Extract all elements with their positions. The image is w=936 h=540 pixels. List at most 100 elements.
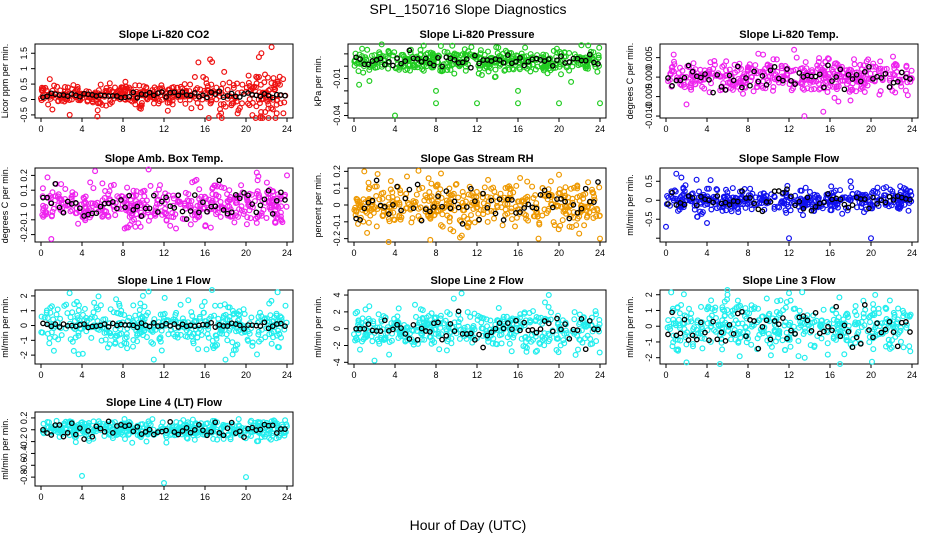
mean-point (361, 205, 368, 212)
mean-point (451, 56, 458, 63)
mean-point (472, 198, 478, 205)
data-point (365, 197, 372, 204)
data-point (208, 81, 215, 88)
data-point (557, 222, 564, 229)
data-point (234, 110, 241, 117)
data-point (428, 197, 435, 204)
mean-point (138, 213, 145, 219)
x-tick-label: 0 (351, 370, 356, 380)
data-point (164, 107, 171, 114)
outlier-point (755, 50, 762, 57)
data-point (766, 73, 773, 80)
data-point (122, 78, 129, 85)
mean-point (476, 60, 482, 67)
data-point (719, 207, 726, 214)
data-point (386, 50, 393, 57)
data-point (485, 48, 492, 55)
data-point (281, 99, 288, 106)
mean-point (422, 55, 429, 62)
mean-point (150, 192, 157, 199)
data-point (38, 313, 45, 320)
data-point (130, 302, 137, 309)
data-point (864, 75, 871, 82)
mean-point (882, 70, 889, 77)
mean-point (685, 62, 692, 69)
y-tick-label: -0.5 (644, 211, 654, 227)
x-tick-label: 24 (907, 248, 917, 258)
data-point (596, 212, 603, 219)
data-point (831, 94, 838, 101)
data-point (774, 203, 781, 210)
mean-point (755, 78, 762, 85)
data-point (230, 347, 237, 354)
data-point (461, 213, 468, 220)
data-point (850, 56, 857, 63)
outlier-point (258, 50, 265, 57)
y-tick-label: 0.2 (19, 169, 29, 182)
data-point (275, 327, 282, 334)
data-point (568, 224, 575, 231)
data-point (233, 328, 240, 335)
mean-point (849, 76, 856, 82)
data-point (249, 342, 256, 349)
data-point (270, 75, 277, 82)
mean-point (821, 84, 827, 91)
outlier-point (433, 87, 440, 94)
data-point (258, 210, 265, 217)
data-point (95, 293, 102, 300)
mean-point (163, 320, 169, 327)
data-point (157, 311, 164, 318)
data-point (107, 306, 114, 313)
mean-point (64, 198, 71, 205)
data-point (277, 216, 284, 223)
mean-point (722, 87, 729, 93)
mean-point (204, 94, 210, 101)
y-tick-label: 0.5 (19, 78, 29, 91)
mean-point (431, 62, 437, 69)
data-point (396, 212, 403, 219)
data-point (83, 314, 90, 321)
data-point (58, 181, 65, 188)
y-tick-label: -0.04 (332, 105, 342, 126)
data-point (364, 46, 371, 53)
mean-point (357, 56, 363, 62)
data-point (740, 201, 747, 208)
data-point (219, 330, 226, 337)
mean-point (525, 201, 532, 208)
mean-point (273, 197, 280, 204)
data-point (574, 346, 581, 353)
data-point (883, 184, 890, 191)
data-point (514, 198, 521, 205)
x-tick-label: 12 (472, 124, 482, 134)
data-point (679, 67, 686, 74)
data-point (385, 194, 392, 201)
x-tick-label: 0 (351, 124, 356, 134)
x-tick-label: 12 (784, 370, 794, 380)
data-point (222, 103, 229, 110)
data-point (491, 74, 498, 81)
x-tick-label: 0 (38, 124, 43, 134)
mean-point (788, 77, 794, 84)
mean-point (72, 200, 79, 206)
data-point (272, 114, 279, 121)
data-point (106, 80, 113, 87)
mean-point (886, 193, 893, 200)
data-point (506, 183, 513, 190)
mean-point (586, 51, 593, 58)
mean-point (533, 205, 540, 212)
data-point (246, 201, 253, 208)
mean-point (208, 319, 215, 326)
x-tick-label: 24 (595, 248, 605, 258)
data-point (166, 96, 173, 103)
mean-point (402, 58, 409, 64)
data-point (460, 207, 467, 214)
data-point (351, 57, 358, 64)
mean-point (204, 208, 210, 215)
data-point (438, 222, 445, 229)
x-tick-label: 16 (513, 124, 523, 134)
mean-point (77, 205, 83, 212)
data-point (49, 189, 56, 196)
data-point (371, 52, 378, 59)
data-point (806, 188, 813, 195)
data-point (460, 192, 467, 199)
